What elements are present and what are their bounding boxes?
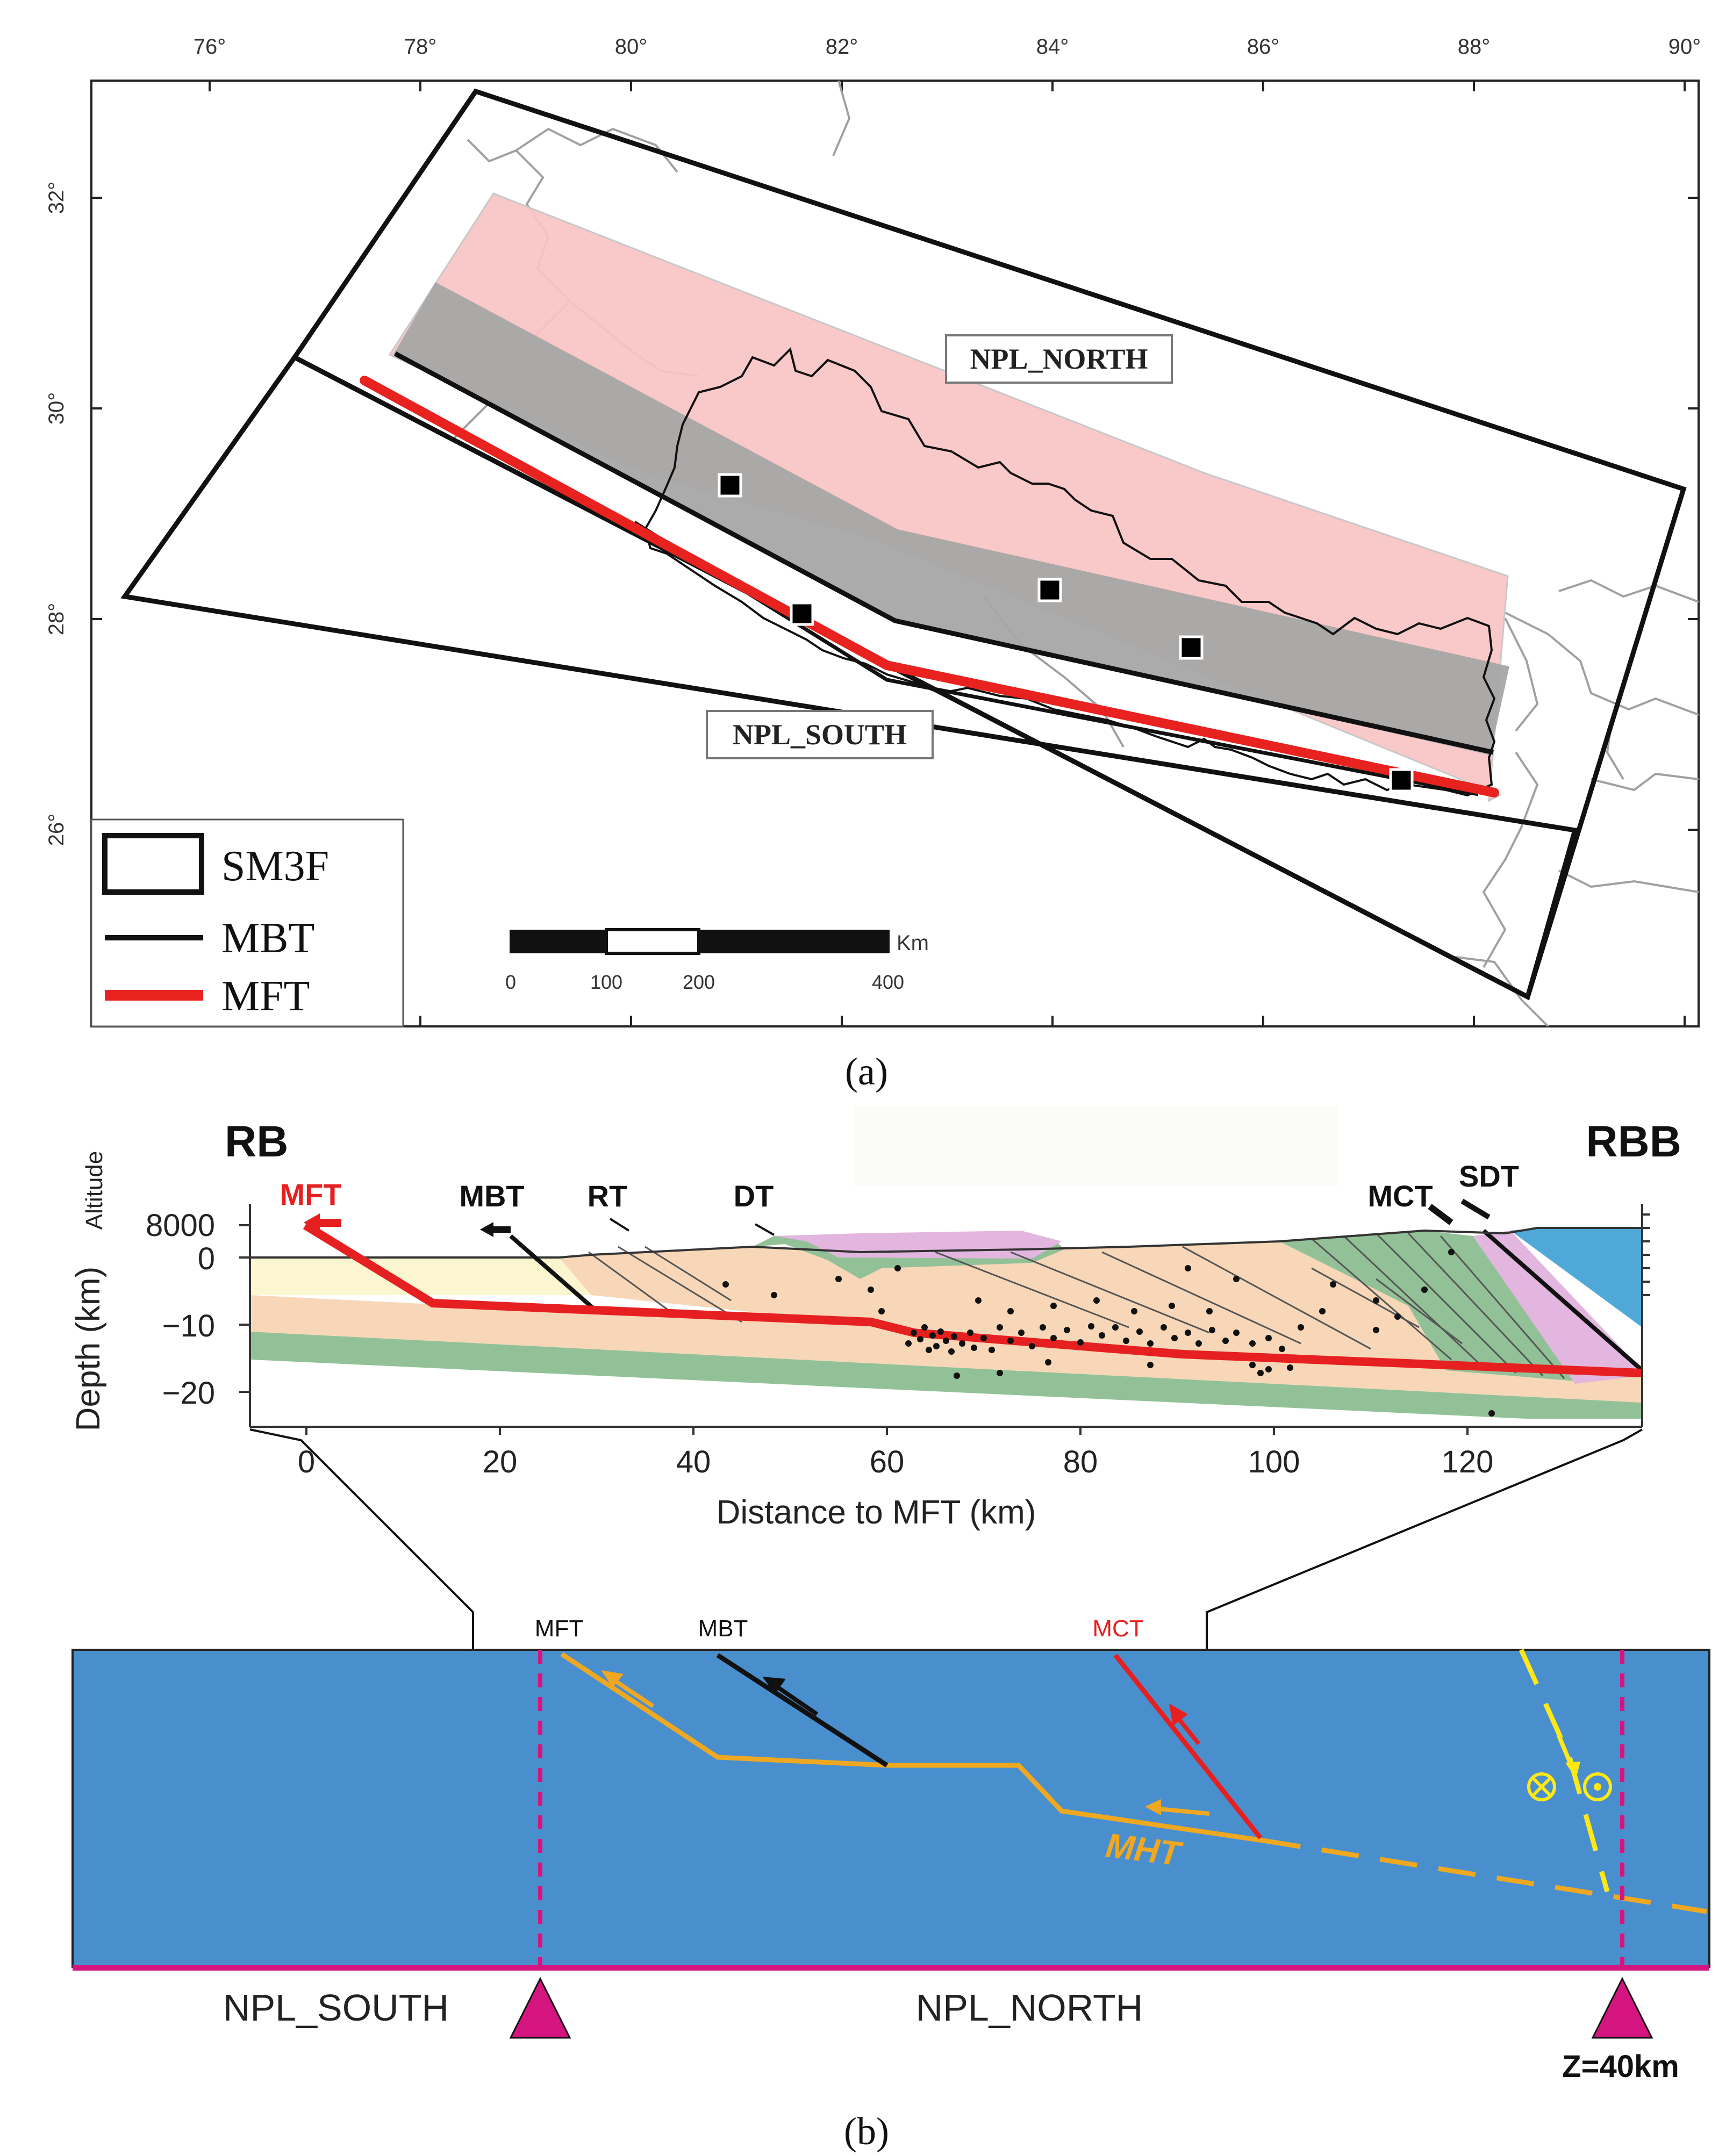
- legend-box-label: SM3F: [221, 843, 329, 890]
- depth-label: Z=40km: [1562, 2049, 1679, 2084]
- strike-slip-symbols: [1527, 1772, 1612, 1801]
- label-rt: RT: [588, 1179, 628, 1213]
- panel-b-label: (b): [844, 2110, 889, 2153]
- zone-north-label: NPL_NORTH: [970, 343, 1148, 375]
- zoom-connectors: [249, 1428, 1643, 1650]
- lon-tick-80: 80°: [615, 35, 648, 59]
- scale-unit: Km: [897, 931, 929, 955]
- x-tick-40: 40: [676, 1444, 711, 1479]
- section-label-mht: MHT: [1104, 1826, 1185, 1873]
- station-marker: [718, 473, 742, 498]
- lon-tick-86: 86°: [1247, 35, 1280, 59]
- depth-marker-triangle: [1591, 1977, 1653, 2039]
- lon-tick-84: 84°: [1036, 35, 1069, 59]
- scale-tick-400: 400: [872, 971, 904, 993]
- depth-tick-0: 0: [198, 1241, 215, 1276]
- lon-tick-88: 88°: [1458, 35, 1491, 59]
- zone-south-label-box: [706, 710, 934, 759]
- map-legend: SM3F MBT MFT: [90, 818, 404, 1027]
- section-zone-south: NPL_SOUTH: [223, 1987, 449, 2029]
- mht-dashed: [1263, 1838, 1707, 1914]
- lon-tick-76: 76°: [194, 35, 226, 59]
- mft-decollement: [303, 1221, 1642, 1377]
- legend-box-swatch: [102, 833, 204, 895]
- depth-tick-10: −10: [162, 1309, 215, 1343]
- station-marker: [1037, 578, 1062, 602]
- altitude-axis-label: Altitude: [81, 1151, 108, 1230]
- lat-tick-32: 32°: [45, 182, 68, 214]
- faint-patch: [854, 1106, 1337, 1187]
- station-marker: [1389, 768, 1414, 793]
- layer-base-green: [250, 1332, 1642, 1419]
- layer-foreland: [250, 1257, 591, 1295]
- zone-box-south: [120, 354, 1578, 1001]
- mft-line: [360, 376, 1499, 797]
- depth-axis-label: Depth (km): [70, 1267, 107, 1432]
- legend-black-label: MBT: [221, 915, 314, 962]
- thrust-traces: [588, 1232, 1565, 1379]
- section-zone-north: NPL_NORTH: [916, 1987, 1143, 2029]
- label-mct: MCT: [1367, 1179, 1433, 1213]
- cross-section-panel: RB RBB: [70, 1106, 1681, 1531]
- mbt-fault: [716, 1653, 889, 1767]
- lon-tick-82: 82°: [826, 35, 858, 59]
- x-tick-20: 20: [483, 1444, 518, 1479]
- station-marker: [1179, 635, 1204, 660]
- zone-north-label-box: [945, 334, 1173, 384]
- lat-tick-30: 30°: [45, 392, 68, 425]
- zone-south-label: NPL_SOUTH: [733, 718, 907, 751]
- lon-tick-90: 90°: [1668, 35, 1701, 59]
- layer-greater-himalaya: [1279, 1231, 1575, 1381]
- label-mft: MFT: [280, 1177, 341, 1211]
- cross-section-axes: [239, 1204, 1650, 1435]
- left-title: RB: [225, 1117, 288, 1166]
- label-mbt: MBT: [459, 1179, 524, 1213]
- panel-a-label: (a): [845, 1050, 888, 1093]
- topography: [250, 1227, 1642, 1259]
- section-background: [71, 1649, 1710, 1968]
- stations: [718, 473, 1414, 793]
- layer-lesser-himalaya-lower: [250, 1295, 1642, 1403]
- depth-tick-20: −20: [162, 1376, 215, 1411]
- altitude-tick-8000: 8000: [146, 1208, 215, 1243]
- mbt-line: [393, 351, 1494, 755]
- x-axis-label: Distance to MFT (km): [717, 1494, 1036, 1531]
- schematic-section: MFT MBT MCT MHT NPL_SOUTH NPL_NORTH Z=40…: [71, 1615, 1710, 2084]
- scale-tick-0: 0: [505, 971, 516, 993]
- sdt-trace: [1482, 1228, 1642, 1372]
- mht-fault: [560, 1652, 1264, 1843]
- x-tick-120: 120: [1442, 1444, 1494, 1479]
- scale-tick-200: 200: [683, 971, 715, 993]
- strike-slip-fault: [1519, 1649, 1610, 1893]
- layer-tibet-blue: [1510, 1228, 1642, 1327]
- lat-tick-28: 28°: [45, 603, 68, 636]
- section-label-mbt: MBT: [698, 1615, 748, 1642]
- section-label-mft: MFT: [535, 1615, 583, 1642]
- zone-boundary-triangle: [509, 1977, 571, 2039]
- x-tick-80: 80: [1063, 1444, 1098, 1479]
- nepal-border: [643, 347, 1496, 797]
- legend-red-label: MFT: [221, 973, 310, 1020]
- section-label-mct: MCT: [1092, 1615, 1143, 1642]
- label-dt: DT: [734, 1179, 774, 1213]
- scale-tick-100: 100: [590, 971, 622, 993]
- lon-tick-78: 78°: [404, 35, 437, 59]
- scale-bar: Km 0 100 200 400: [505, 928, 929, 993]
- x-tick-0: 0: [298, 1444, 315, 1479]
- station-marker: [790, 601, 814, 626]
- seismicity: [722, 1249, 1495, 1417]
- x-tick-60: 60: [870, 1444, 905, 1479]
- map-panel: 76° 78° 80° 82° 84° 86° 88° 90° 32° 30° …: [45, 35, 1701, 1027]
- slip-arrows: [304, 1198, 1491, 1237]
- layer-lesser-himalaya: [559, 1241, 1441, 1360]
- x-tick-100: 100: [1248, 1444, 1300, 1479]
- layer-tethyan-pink: [1473, 1231, 1642, 1384]
- mbt-trace: [509, 1234, 598, 1313]
- lat-tick-26: 26°: [45, 814, 68, 846]
- right-title: RBB: [1586, 1117, 1681, 1166]
- label-sdt: SDT: [1459, 1159, 1519, 1193]
- mct-fault: [1113, 1654, 1263, 1839]
- mbt-band: [393, 282, 1509, 755]
